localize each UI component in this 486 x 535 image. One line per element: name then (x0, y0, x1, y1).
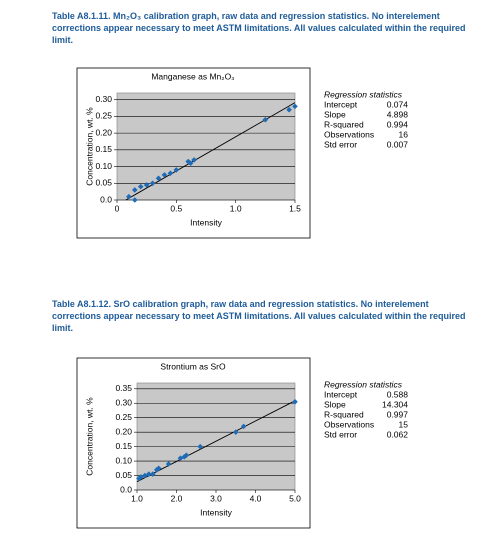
plot-area (116, 92, 296, 201)
x-tick-label: 1.0 (131, 493, 143, 503)
caption-text: Mn₂O₃ calibration graph, raw data and re… (52, 11, 466, 45)
data-point (149, 180, 156, 187)
regression-line (136, 400, 296, 483)
stats-value: 16 (399, 129, 409, 139)
data-point (173, 167, 180, 173)
data-point (155, 465, 162, 472)
data-point (232, 429, 239, 435)
data-point (150, 471, 156, 477)
x-tick-label: 1.5 (289, 203, 301, 213)
data-point (292, 103, 298, 110)
stats-label: Slope (324, 399, 346, 409)
data-point (292, 398, 298, 405)
stats-label: Intercept (324, 99, 358, 109)
data-point (138, 474, 144, 480)
plot-area (136, 382, 296, 491)
data-point (286, 106, 292, 113)
y-tick-label: 0.05 (115, 470, 132, 480)
data-point (155, 175, 162, 182)
x-tick-label: 0.5 (170, 203, 182, 213)
data-point (183, 452, 190, 459)
y-tick-label: 0.35 (115, 383, 132, 393)
data-point (146, 471, 152, 477)
data-point (161, 172, 168, 178)
caption-text: SrO calibration graph, raw data and regr… (52, 299, 466, 333)
caption: Table A8.1.11. Mn₂O₃ calibration graph, … (52, 10, 467, 46)
y-tick-label: 0.20 (95, 127, 112, 137)
data-point (240, 423, 247, 430)
x-axis-label: Intensity (190, 217, 222, 227)
y-tick-label: 0.25 (115, 412, 132, 422)
stats-title: Regression statistics (324, 89, 403, 99)
stats-label: R-squared (324, 119, 364, 129)
y-axis-label: Concentration, wt. % (84, 107, 94, 186)
data-point (126, 193, 132, 200)
data-point (187, 160, 194, 167)
x-tick-label: 5.0 (289, 493, 301, 503)
stats-label: Observations (324, 129, 374, 139)
stats-label: R-squared (324, 409, 364, 419)
y-tick-label: 0.30 (95, 94, 112, 104)
data-point (177, 455, 184, 461)
y-tick-label: 0.05 (95, 178, 112, 188)
stats-value: 0.994 (387, 119, 409, 129)
y-axis-label: Concentration, wt. % (84, 397, 94, 476)
data-point (132, 197, 138, 203)
data-point (132, 187, 138, 193)
stats-value: 0.074 (387, 99, 409, 109)
data-point (143, 182, 150, 188)
data-point (262, 116, 269, 123)
chart-title: Manganese as Mn₂O₃ (151, 71, 234, 81)
data-point (137, 183, 144, 190)
x-tick-label: 4.0 (250, 493, 262, 503)
y-tick-label: 0.25 (95, 111, 112, 121)
x-tick-label: 2.0 (171, 493, 183, 503)
data-point (191, 157, 197, 163)
data-point (181, 453, 188, 460)
x-tick-label: 3.0 (210, 493, 222, 503)
y-tick-label: 0.10 (115, 455, 132, 465)
y-tick-label: 0.30 (115, 397, 132, 407)
data-point (142, 472, 148, 479)
data-point (167, 170, 174, 177)
x-tick-label: 1.0 (230, 203, 242, 213)
x-tick-label: 0 (115, 203, 120, 213)
data-point (197, 443, 203, 450)
y-tick-label: 0.10 (95, 161, 112, 171)
y-tick-label: 0.20 (115, 426, 132, 436)
stats-label: Intercept (324, 389, 358, 399)
chart-title: Strontium as SrO (160, 361, 226, 371)
y-tick-label: 0.15 (115, 441, 132, 451)
stats-value: 0.062 (387, 429, 409, 439)
caption: Table A8.1.12. SrO calibration graph, ra… (52, 298, 467, 334)
stats-value: 15 (399, 419, 409, 429)
caption-label: Table A8.1.12. (52, 299, 112, 309)
stats-value: 4.898 (387, 109, 409, 119)
stats-value: 14.304 (382, 399, 408, 409)
stats-value: 0.997 (387, 409, 409, 419)
y-tick-label: 0.0 (100, 194, 112, 204)
stats-label: Std error (324, 139, 357, 149)
data-point (165, 461, 172, 467)
caption-label: Table A8.1.11. (52, 11, 111, 21)
y-tick-label: 0.0 (120, 484, 132, 494)
stats-title: Regression statistics (324, 379, 403, 389)
stats-label: Slope (324, 109, 346, 119)
x-axis-label: Intensity (200, 507, 232, 517)
y-tick-label: 0.15 (95, 144, 112, 154)
stats-label: Observations (324, 419, 374, 429)
stats-label: Std error (324, 429, 357, 439)
stats-value: 0.588 (387, 389, 409, 399)
stats-value: 0.007 (387, 139, 409, 149)
